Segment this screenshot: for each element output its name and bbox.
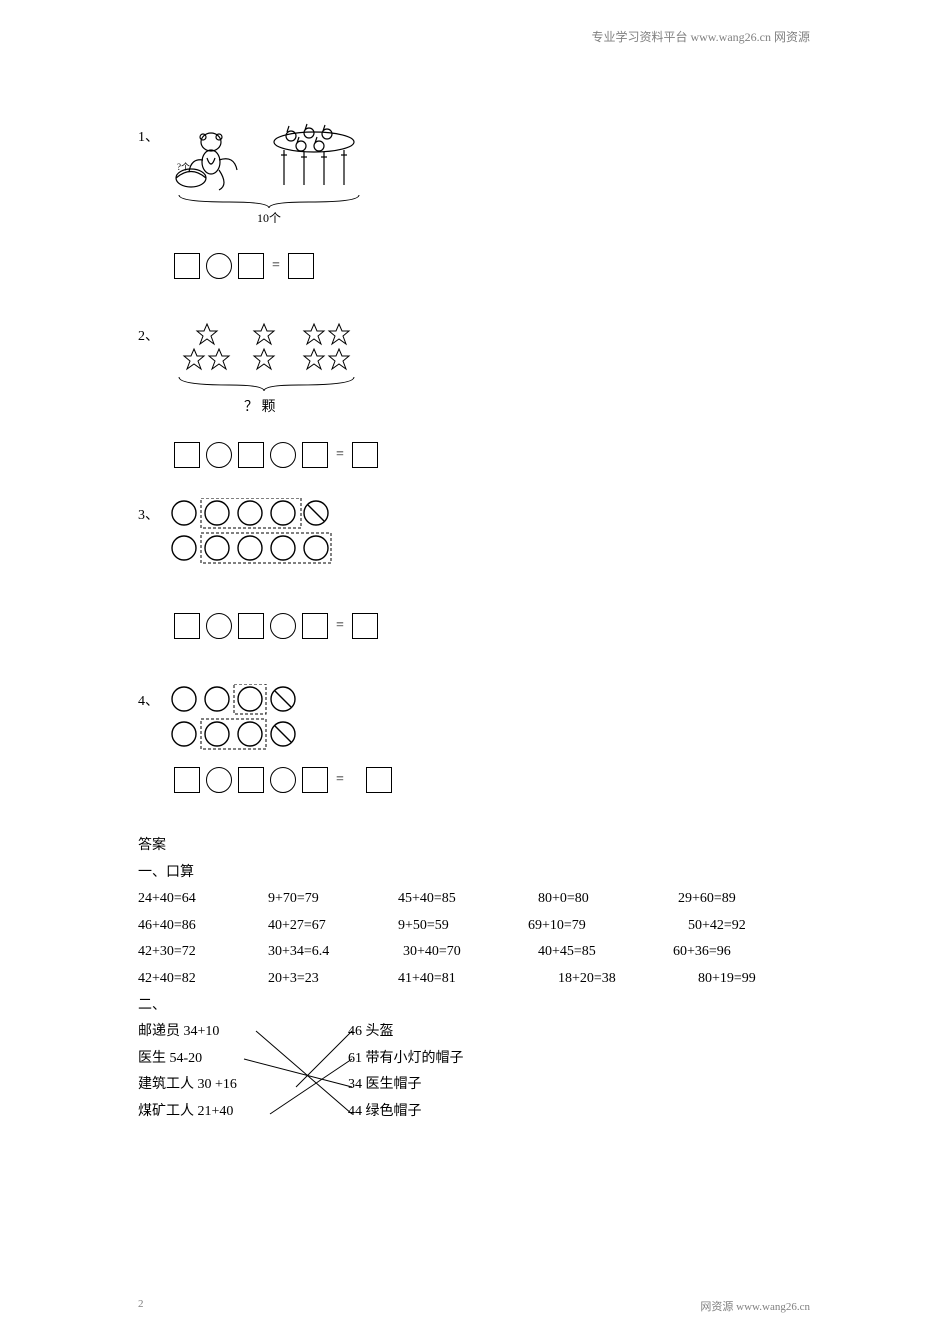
calc-row: 42+30=7230+34=6.430+40=7040+45=8560+36=9… <box>138 939 818 966</box>
footer: 2 网资源 www.wang26.cn <box>138 1298 810 1314</box>
equals-sign: = <box>336 447 344 463</box>
calculation-rows: 24+40=649+70=7945+40=8580+0=8029+60=8946… <box>138 886 818 992</box>
page-number: 2 <box>138 1298 144 1314</box>
box-icon <box>302 767 328 793</box>
calc-cell: 30+40=70 <box>403 939 538 966</box>
calc-cell: 42+30=72 <box>138 939 268 966</box>
box-icon <box>174 613 200 639</box>
circle-icon <box>270 613 296 639</box>
content-area: 1、 ?个 <box>138 120 818 1139</box>
equals-sign: = <box>336 772 344 788</box>
calc-cell: 9+70=79 <box>268 886 398 913</box>
problem-1-image: ?个 <box>169 120 389 235</box>
problem-2-image: ？ 颗 <box>169 319 389 424</box>
footer-source: 网资源 www.wang26.cn <box>700 1298 810 1314</box>
problem-2-number: 2、 <box>138 325 159 345</box>
calc-cell: 24+40=64 <box>138 886 268 913</box>
header-text: 专业学习资料平台 www.wang26.cn 网资源 <box>591 28 810 45</box>
calc-cell: 60+36=96 <box>673 939 783 966</box>
problem-4-image <box>169 684 319 759</box>
calc-cell: 9+50=59 <box>398 913 528 940</box>
equation-2: = <box>174 442 818 468</box>
problem-4: 4、 <box>138 684 818 793</box>
svg-text:？ 颗: ？ 颗 <box>244 400 276 415</box>
calc-cell: 41+40=81 <box>398 966 558 993</box>
matching-section: 邮递员 34+10医生 54-20建筑工人 30 +16煤矿工人 21+40 4… <box>138 1019 818 1139</box>
box-icon <box>366 767 392 793</box>
calc-cell: 29+60=89 <box>678 886 798 913</box>
total-label: 10个 <box>257 211 281 225</box>
problem-2: 2、 <box>138 319 818 468</box>
box-icon <box>174 767 200 793</box>
circle-icon <box>206 767 232 793</box>
box-icon <box>238 613 264 639</box>
problem-1-number: 1、 <box>138 126 159 146</box>
problem-3-image <box>169 498 349 588</box>
box-icon <box>238 442 264 468</box>
calc-cell: 30+34=6.4 <box>268 939 403 966</box>
calc-cell: 40+27=67 <box>268 913 398 940</box>
calc-cell: 42+40=82 <box>138 966 268 993</box>
calc-cell: 80+0=80 <box>538 886 678 913</box>
box-icon <box>238 767 264 793</box>
calc-row: 42+40=8220+3=2341+40=8118+20=3880+19=99 <box>138 966 818 993</box>
equation-1: = <box>174 253 818 279</box>
circle-icon <box>270 442 296 468</box>
match-lines <box>138 1019 488 1134</box>
box-icon <box>288 253 314 279</box>
box-icon <box>302 613 328 639</box>
equals-sign: = <box>272 258 280 274</box>
equation-4: = <box>174 767 818 793</box>
problem-3: 3、 <box>138 498 818 639</box>
circle-icon <box>206 253 232 279</box>
box-icon <box>238 253 264 279</box>
calc-cell: 20+3=23 <box>268 966 398 993</box>
problem-1: 1、 ?个 <box>138 120 818 279</box>
box-icon <box>174 442 200 468</box>
box-icon <box>302 442 328 468</box>
circle-icon <box>206 442 232 468</box>
calc-cell: 50+42=92 <box>688 913 798 940</box>
circle-icon <box>270 767 296 793</box>
answer-section2-title: 二、 <box>138 993 818 1020</box>
box-icon <box>174 253 200 279</box>
calc-cell: 18+20=38 <box>558 966 698 993</box>
equals-sign: = <box>336 618 344 634</box>
problem-3-number: 3、 <box>138 504 159 524</box>
circle-icon <box>206 613 232 639</box>
problem-4-number: 4、 <box>138 690 159 710</box>
calc-row: 24+40=649+70=7945+40=8580+0=8029+60=89 <box>138 886 818 913</box>
calc-cell: 80+19=99 <box>698 966 818 993</box>
svg-text:?个: ?个 <box>177 162 190 172</box>
answer-section: 答案 一、口算 24+40=649+70=7945+40=8580+0=8029… <box>138 833 818 1139</box>
calc-cell: 40+45=85 <box>538 939 673 966</box>
answer-title: 答案 <box>138 833 818 860</box>
calc-cell: 45+40=85 <box>398 886 538 913</box>
answer-section1-title: 一、口算 <box>138 860 818 887</box>
box-icon <box>352 613 378 639</box>
box-icon <box>352 442 378 468</box>
calc-row: 46+40=8640+27=679+50=5969+10=7950+42=92 <box>138 913 818 940</box>
calc-cell: 69+10=79 <box>528 913 688 940</box>
calc-cell: 46+40=86 <box>138 913 268 940</box>
equation-3: = <box>174 613 818 639</box>
